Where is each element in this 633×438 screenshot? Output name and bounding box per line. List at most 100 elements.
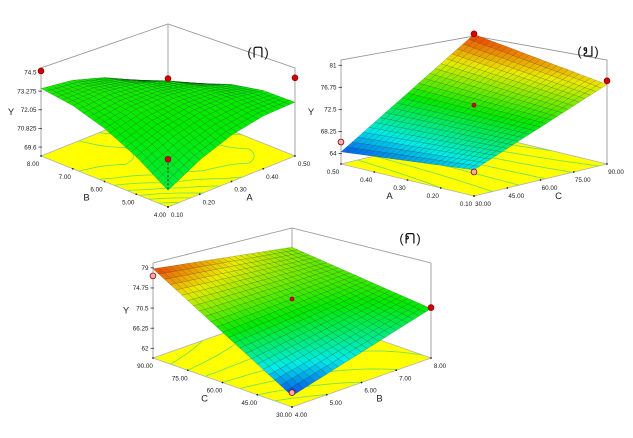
surface-facet (279, 268, 293, 274)
panel-label-paren: ) (264, 45, 268, 60)
surface-plot-2: 64 68.25 72.5 76.75 81 Y 0.50 0.40 0.30 0.20 0.10 3… (308, 30, 624, 208)
surface-facet (495, 57, 508, 65)
design-point (427, 304, 435, 311)
surface-facet (401, 298, 414, 305)
z-tick-label: 81 (329, 62, 337, 69)
surface-facet (451, 68, 464, 76)
surface-facet (56, 95, 68, 101)
right-axis-tick-label: 0.40 (266, 174, 279, 181)
z-tick-label: 70.5 (136, 305, 149, 312)
right-axis-tick (291, 406, 293, 408)
surface-facet (407, 135, 420, 142)
z-axis: 69.6 70.825 72.05 73.275 74.5 Y (8, 70, 42, 151)
right-axis-tick (294, 155, 296, 157)
surface-facet (407, 146, 420, 152)
right-axis-tick-label: 90.00 (608, 169, 624, 176)
surface-facet (440, 146, 453, 152)
surface-facet (373, 135, 386, 141)
surface-facet (412, 136, 425, 143)
surface-facet (303, 271, 316, 277)
surface-facet (423, 158, 436, 165)
surface-facet (314, 361, 328, 370)
surface-facet (401, 117, 414, 124)
surface-mesh (40, 77, 296, 191)
surface-facet (434, 70, 447, 77)
surface-facet (418, 90, 431, 98)
left-axis-tick (152, 357, 154, 359)
surface-facet (297, 264, 310, 270)
surface-facet (434, 160, 447, 166)
left-axis-tick (40, 155, 42, 157)
surface-facet (262, 357, 275, 367)
surface-facet (343, 292, 357, 299)
design-point (471, 102, 477, 108)
surface-facet (125, 92, 137, 97)
surface-facet (309, 290, 322, 297)
surface-facet (215, 84, 227, 86)
z-tick-label: 62 (141, 346, 149, 353)
surface-facet (373, 129, 386, 136)
surface-facet (473, 36, 486, 44)
surface-facet (141, 157, 153, 169)
right-axis-tick (198, 193, 201, 196)
surface-facet (434, 82, 447, 90)
surface-facet (297, 319, 310, 327)
surface-facet (146, 93, 158, 98)
surface-facet (484, 149, 497, 155)
left-axis-tick-label: 60.00 (207, 388, 223, 395)
left-axis-tick-label: 0.50 (327, 169, 340, 176)
surface-facet (303, 258, 316, 264)
surface-facet (326, 325, 339, 333)
surface-facet (462, 164, 475, 170)
surface-facet (468, 54, 480, 62)
surface-facet (401, 111, 414, 118)
surface-facet (357, 149, 370, 156)
surface-facet (151, 149, 163, 160)
surface-facet (332, 286, 345, 293)
surface-facet (332, 267, 345, 273)
surface-mesh (152, 247, 432, 397)
surface-facet (285, 254, 299, 259)
left-axis-tick-label: 75.00 (172, 375, 188, 382)
surface-facet (451, 162, 464, 168)
surface-facet (343, 336, 357, 345)
surface-facet (434, 76, 447, 84)
surface-facet (337, 284, 351, 291)
z-tick-label: 64 (329, 151, 337, 158)
surface-facet (457, 76, 469, 84)
right-axis-tick (430, 357, 432, 359)
right-axis-tick (606, 163, 608, 165)
surface-facet (187, 279, 200, 287)
left-axis-tick (135, 193, 138, 196)
right-axis-tick-label: 0.50 (298, 161, 311, 168)
left-axis-title: B (83, 193, 89, 204)
surface-facet (412, 130, 425, 137)
surface-facet (362, 144, 375, 151)
left-axis-tick-label: 90.00 (137, 363, 153, 370)
surface-facet (93, 105, 105, 112)
surface-plot-3: 62 66.25 70.5 74.75 79 Y 90.00 75.00 60.00 45.00 3… (123, 227, 447, 419)
surface-facet (222, 329, 235, 338)
surface-facet (468, 131, 480, 138)
surface-facet (93, 111, 105, 119)
surface-facet (495, 147, 508, 153)
surface-facet (245, 288, 258, 296)
surface-facet (429, 154, 442, 160)
surface-facet (280, 334, 293, 343)
surface-facet (468, 86, 480, 93)
surface-facet (303, 376, 316, 386)
surface-facet (109, 108, 121, 116)
surface-facet (434, 150, 447, 156)
surface-facet (490, 150, 503, 156)
surface-facet (423, 138, 436, 145)
surface-facet (291, 350, 304, 360)
surface-facet (440, 125, 453, 132)
surface-facet (473, 49, 486, 57)
left-axis-tick-label: 8.00 (27, 161, 40, 168)
surface-facet (355, 317, 368, 325)
surface-facet (88, 87, 100, 93)
surface-facet (440, 136, 453, 142)
surface-facet (337, 355, 351, 364)
